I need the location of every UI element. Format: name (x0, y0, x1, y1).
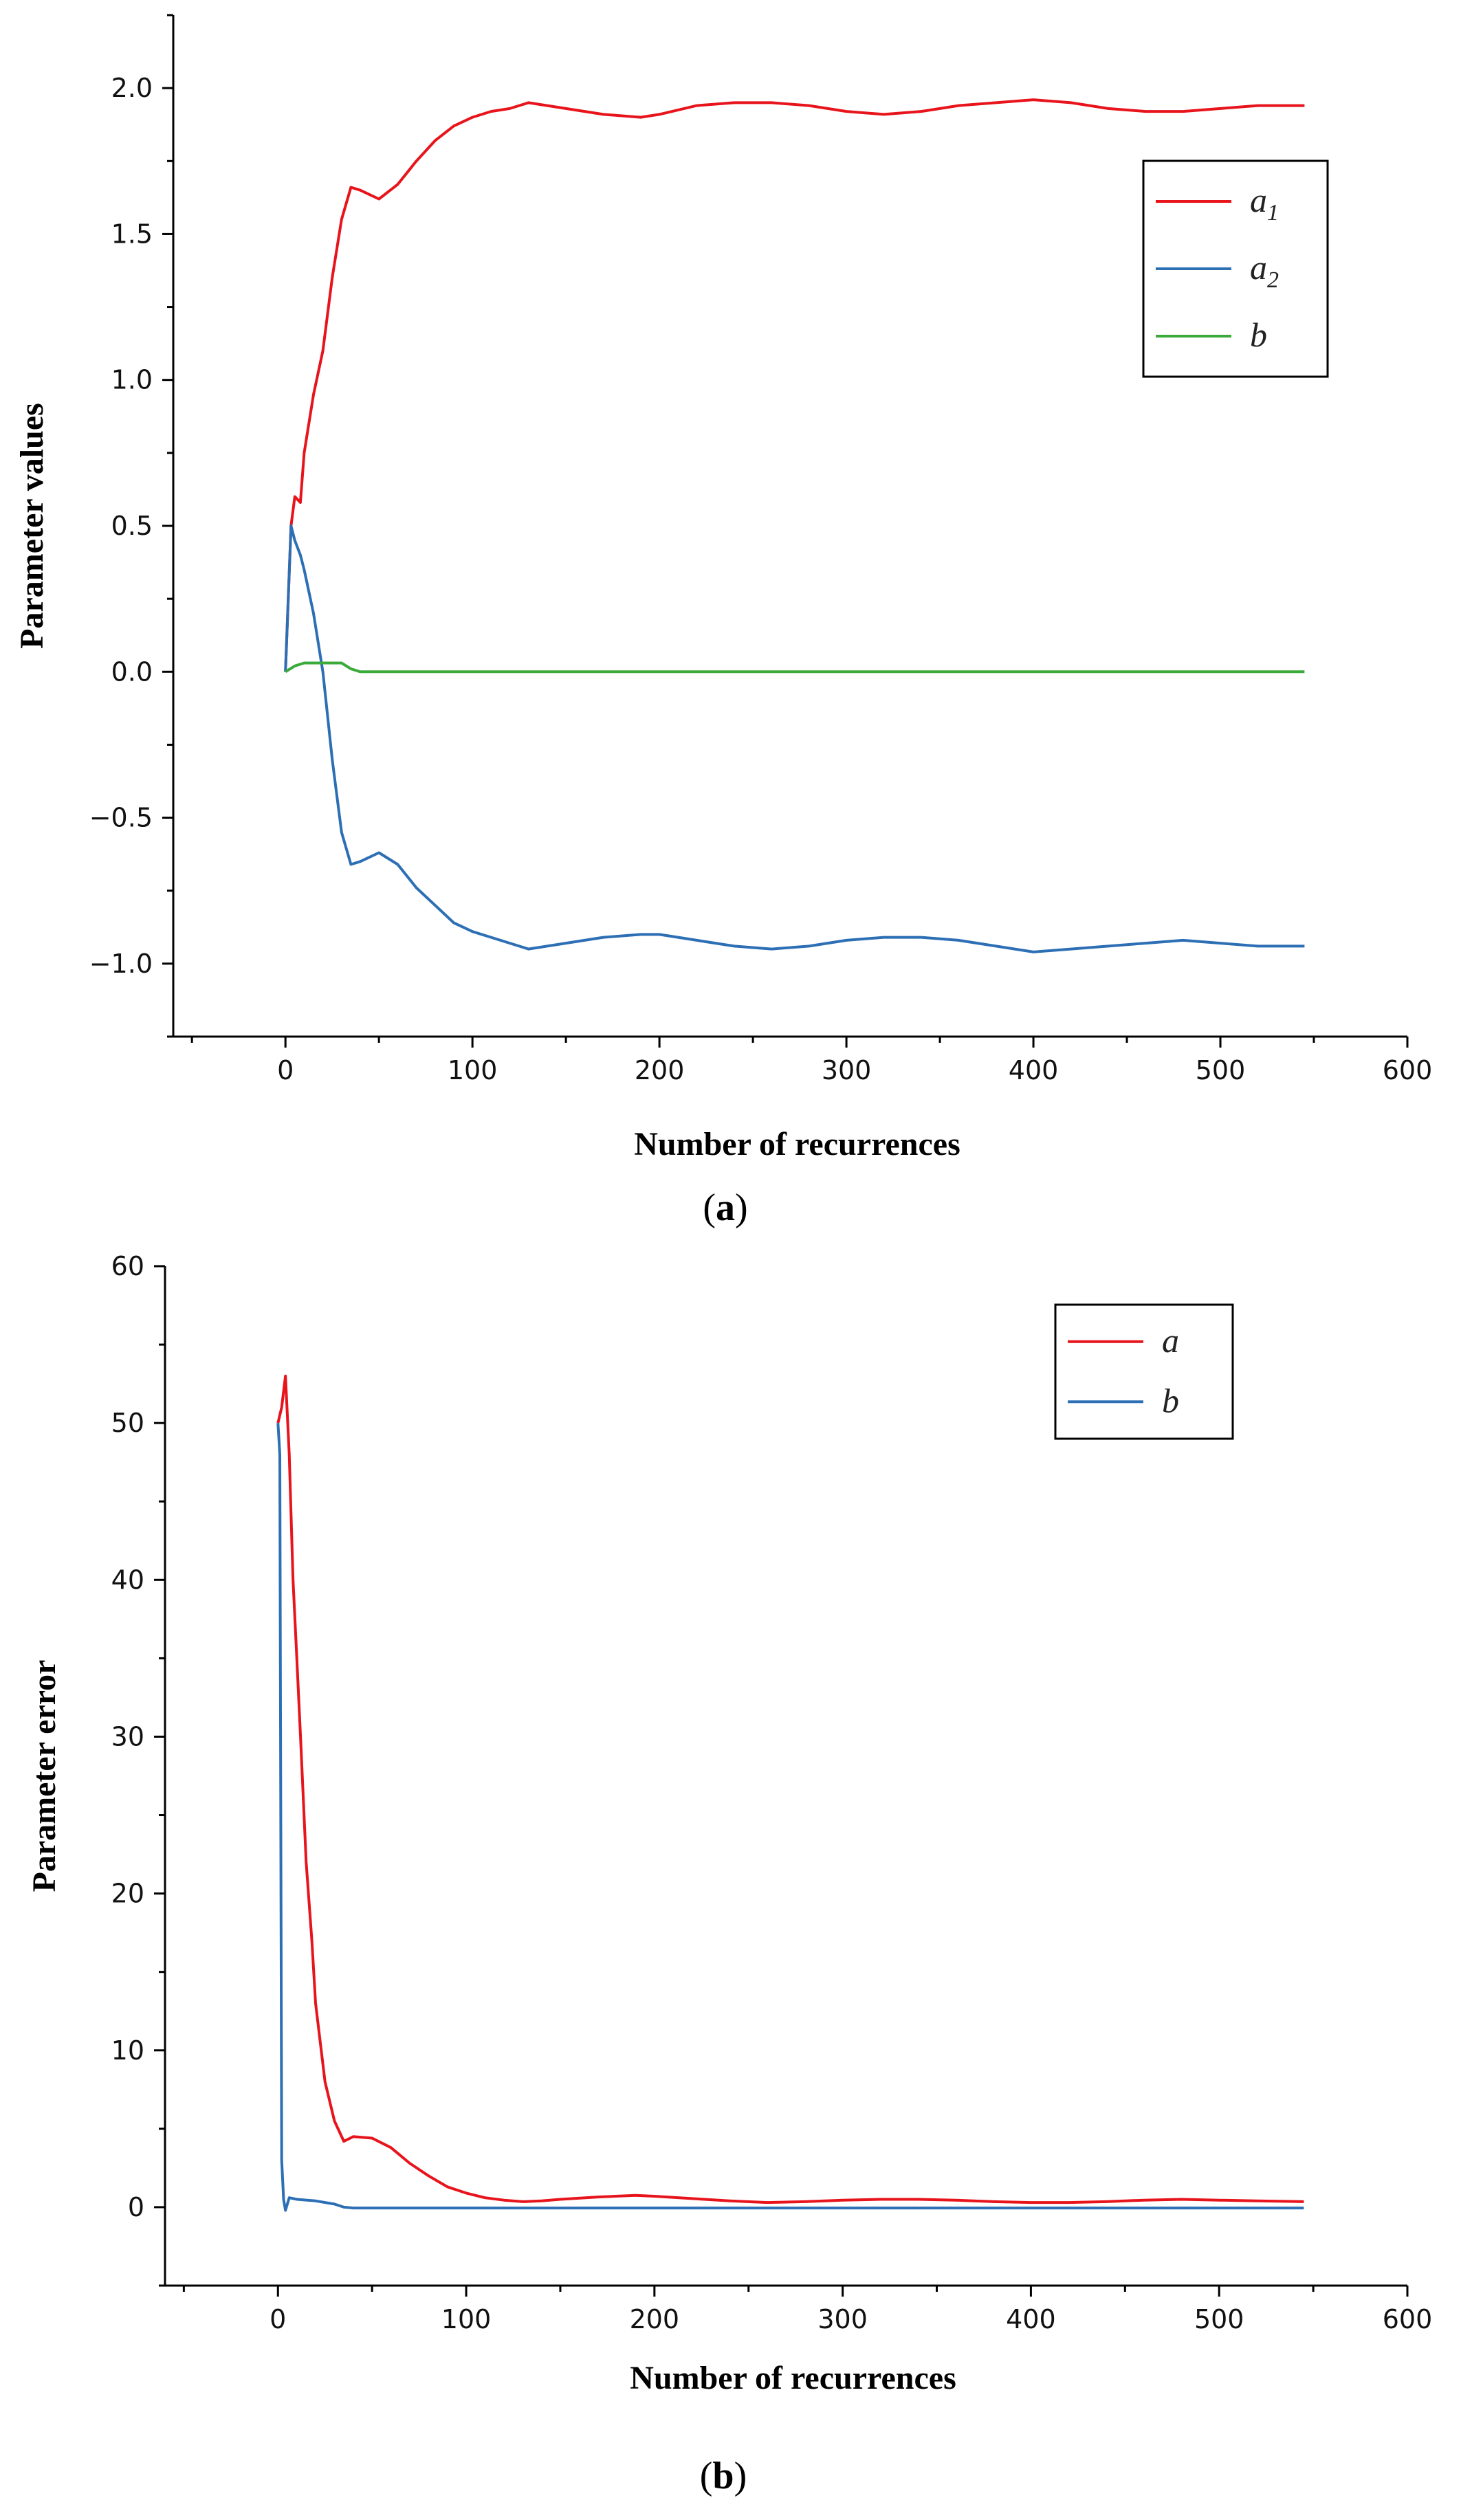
y-tick-label: 10 (111, 2035, 144, 2066)
y-tick-label: 0 (128, 2192, 144, 2222)
y-axis-title: Parameter error (26, 1660, 63, 1892)
y-tick-label: 1.0 (111, 365, 153, 395)
x-tick-label: 600 (1383, 1055, 1433, 1085)
x-tick-label: 500 (1196, 1055, 1246, 1085)
x-tick-label: 0 (270, 2304, 286, 2334)
y-tick-label: 20 (111, 1879, 144, 1909)
y-tick-label: 0.5 (111, 511, 153, 541)
x-tick-label: 100 (448, 1055, 498, 1085)
legend-box (1054, 1303, 1234, 1440)
x-tick-label: 400 (1006, 2304, 1056, 2334)
x-tick-label: 600 (1383, 2304, 1433, 2334)
x-axis-title: Number of recurrences (634, 1126, 960, 1162)
y-tick-label: 50 (111, 1408, 144, 1438)
chart-panel-a: 0 100 200 300 400 500 600 −1.0 −0.5 0.0 0.5 1.0 1.5 2… (14, 14, 1433, 1229)
x-tick-label: 500 (1194, 2304, 1244, 2334)
legend-label-b: b (1250, 316, 1267, 354)
y-tick-label: −0.5 (89, 803, 153, 833)
legend-label-a2: a2 (1250, 248, 1279, 293)
y-tick-label: 1.5 (111, 219, 153, 249)
x-tick-label: 300 (817, 2304, 868, 2334)
y-tick-label: −1.0 (89, 949, 153, 979)
y-tick-label: 2.0 (111, 73, 153, 103)
legend-label-a: a (1162, 1321, 1179, 1360)
x-tick-label: 300 (822, 1055, 872, 1085)
y-tick-label: 0.0 (111, 656, 153, 687)
series-line-a (276, 1374, 1304, 2204)
series-line-b (276, 1423, 1304, 2212)
series-line-a2 (284, 524, 1305, 953)
x-tick-label: 0 (277, 1055, 294, 1085)
legend-label-b: b (1162, 1381, 1179, 1419)
y-axis-title: Parameter values (14, 403, 50, 649)
legend: a1 a2 b (1142, 159, 1329, 378)
x-tick-label: 200 (630, 2304, 680, 2334)
y-tick-label: 60 (111, 1251, 144, 1281)
panel-caption: (a) (703, 1186, 747, 1229)
x-tick-label: 400 (1009, 1055, 1059, 1085)
series-line-a1 (284, 98, 1305, 672)
legend-label-a1: a1 (1250, 181, 1279, 225)
legend: ab (1054, 1303, 1234, 1440)
series-line-b (285, 661, 1305, 674)
y-tick-label: 30 (111, 1721, 144, 1751)
chart-panel-b: 0 100 200 300 400 500 600 0 10 20 30 40 50 60 ab Number… (26, 1251, 1432, 2497)
y-tick-label: 40 (111, 1565, 144, 1595)
x-tick-label: 200 (635, 1055, 685, 1085)
x-tick-label: 100 (441, 2304, 492, 2334)
x-axis-title: Number of recurrences (630, 2360, 956, 2396)
panel-caption: (b) (700, 2455, 747, 2497)
